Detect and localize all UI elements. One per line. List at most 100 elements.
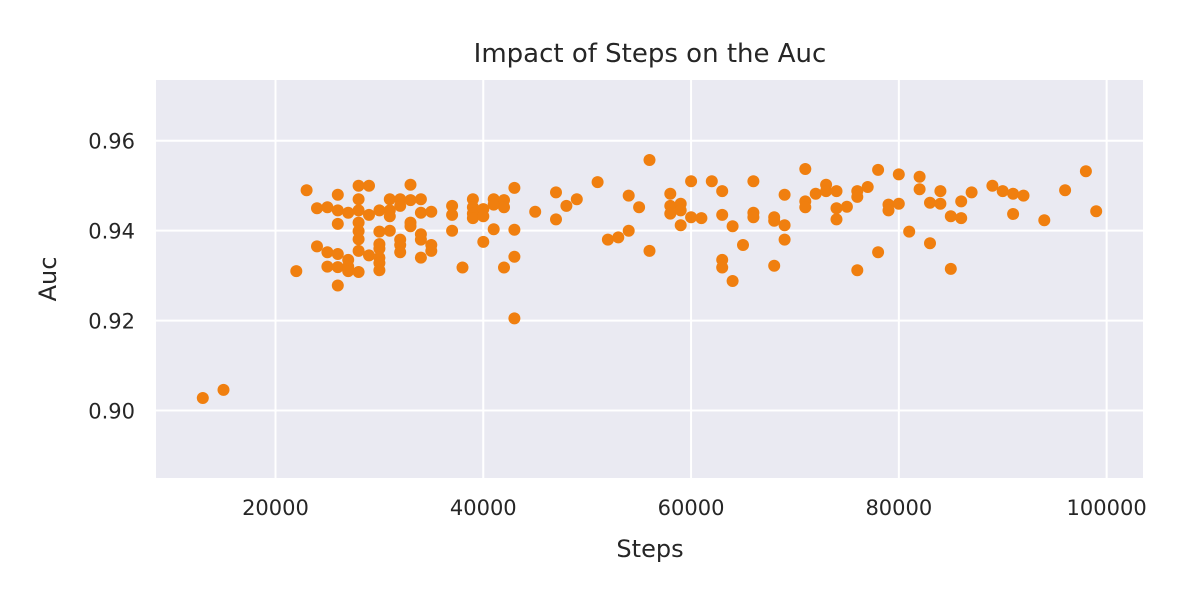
data-point [383,193,396,206]
chart-title: Impact of Steps on the Auc [474,39,827,69]
data-point [726,275,739,287]
data-point [778,233,791,246]
data-point [996,185,1009,198]
y-tick-label: 0.92 [88,310,135,334]
data-point [1038,214,1051,227]
data-point [311,240,323,253]
data-point [446,208,459,221]
x-tick-label: 40000 [450,496,517,520]
data-point [383,210,396,223]
data-point [550,213,562,226]
x-tick-label: 20000 [242,496,309,520]
data-point [331,248,344,260]
data-point [394,246,407,259]
data-point [352,266,365,278]
data-point [695,212,708,225]
data-point [612,231,625,244]
data-point [508,181,521,194]
data-point [383,224,396,237]
data-point [903,225,916,238]
x-tick-label: 100000 [1067,496,1147,520]
data-point [477,210,490,223]
data-point [342,206,355,219]
data-point [414,193,427,206]
data-point [466,212,479,225]
data-point [352,179,365,192]
plot-area [156,80,1143,478]
data-point [425,205,438,218]
x-tick-labels: 20000 40000 60000 80000 100000 [242,496,1147,520]
data-point [414,251,427,264]
data-point [352,244,365,257]
data-point [508,223,521,236]
data-point [965,186,978,199]
data-point [955,195,968,208]
data-point [352,233,365,246]
data-point [944,262,957,275]
data-point [373,204,386,217]
data-point [342,265,355,278]
data-point [331,261,344,274]
data-point [778,188,791,201]
data-point [705,175,718,188]
data-point [872,163,885,176]
data-point [861,181,874,193]
data-point [924,196,936,209]
data-point [882,204,895,217]
data-point [934,197,947,210]
data-point [373,264,386,277]
data-point [373,225,386,238]
data-point [477,235,490,248]
data-point [560,199,573,212]
data-point [664,187,677,200]
data-point [331,188,344,201]
y-axis-title: Auc [34,257,62,302]
data-point [363,208,375,221]
data-point [529,205,542,218]
y-tick-label: 0.96 [88,130,135,154]
data-points [196,154,1103,404]
data-point [446,224,459,237]
data-point [1090,205,1103,218]
data-point [643,154,656,166]
data-point [601,233,614,246]
data-point [321,246,334,259]
data-point [352,204,365,217]
data-point [716,185,729,198]
data-point [311,202,323,215]
data-point [934,185,947,198]
data-point [508,250,521,263]
data-point [716,208,729,221]
data-point [570,193,583,206]
data-point [1079,165,1092,178]
data-point [352,216,365,229]
data-point [892,168,905,181]
data-point [768,259,781,272]
data-point [404,194,417,207]
data-point [1017,189,1030,202]
data-point [331,204,344,217]
grid-lines [156,80,1143,478]
data-point [331,217,344,230]
data-point [373,242,386,255]
data-point [321,201,334,214]
data-point [851,190,864,203]
data-point [955,212,968,225]
data-point [498,201,510,214]
data-point [840,200,853,213]
data-point [643,244,656,257]
data-point [290,265,303,278]
data-point [404,220,417,233]
data-point [1059,184,1072,197]
data-point [508,312,521,325]
data-point [622,224,635,237]
x-tick-label: 60000 [658,496,725,520]
data-point [830,213,843,226]
data-point [217,383,230,396]
data-point [924,237,936,250]
data-point [726,220,739,233]
data-point [913,183,926,196]
data-point [498,261,510,274]
data-point [872,246,885,259]
